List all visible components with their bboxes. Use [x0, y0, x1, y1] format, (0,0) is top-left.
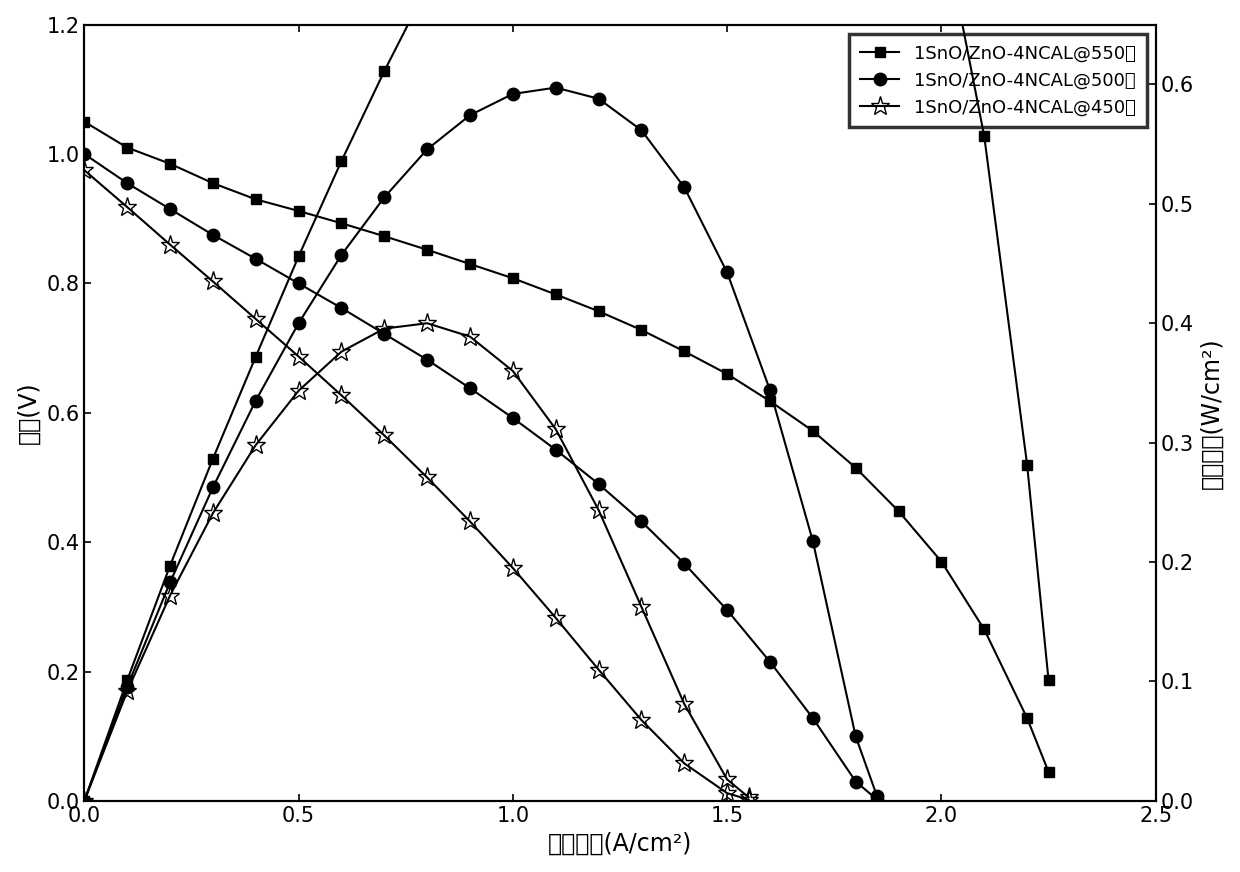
1SnO/ZnO-4NCAL@450度	[719, 788, 734, 799]
1SnO/ZnO-4NCAL@500度	[763, 657, 777, 667]
1SnO/ZnO-4NCAL@500度	[591, 479, 606, 489]
1SnO/ZnO-4NCAL@500度	[677, 558, 692, 569]
Y-axis label: 电压(V): 电压(V)	[16, 381, 41, 444]
1SnO/ZnO-4NCAL@450度	[506, 562, 521, 573]
1SnO/ZnO-4NCAL@550度	[248, 194, 263, 205]
1SnO/ZnO-4NCAL@550度	[634, 324, 649, 335]
1SnO/ZnO-4NCAL@550度	[763, 396, 777, 406]
1SnO/ZnO-4NCAL@550度	[377, 231, 392, 242]
1SnO/ZnO-4NCAL@450度	[677, 758, 692, 768]
1SnO/ZnO-4NCAL@550度	[1042, 766, 1056, 777]
1SnO/ZnO-4NCAL@500度	[463, 383, 477, 393]
1SnO/ZnO-4NCAL@450度	[334, 390, 348, 400]
1SnO/ZnO-4NCAL@550度	[120, 142, 135, 153]
1SnO/ZnO-4NCAL@550度	[719, 369, 734, 379]
1SnO/ZnO-4NCAL@450度	[162, 240, 177, 250]
1SnO/ZnO-4NCAL@450度	[248, 314, 263, 324]
1SnO/ZnO-4NCAL@550度	[77, 117, 92, 127]
1SnO/ZnO-4NCAL@500度	[719, 605, 734, 616]
1SnO/ZnO-4NCAL@550度	[463, 259, 477, 269]
1SnO/ZnO-4NCAL@550度	[419, 244, 434, 255]
1SnO/ZnO-4NCAL@450度	[291, 351, 306, 362]
1SnO/ZnO-4NCAL@450度	[77, 165, 92, 175]
1SnO/ZnO-4NCAL@550度	[977, 624, 992, 635]
1SnO/ZnO-4NCAL@450度	[120, 201, 135, 212]
1SnO/ZnO-4NCAL@500度	[506, 412, 521, 423]
1SnO/ZnO-4NCAL@450度	[206, 276, 221, 287]
Legend: 1SnO/ZnO-4NCAL@550度, 1SnO/ZnO-4NCAL@500度, 1SnO/ZnO-4NCAL@450度: 1SnO/ZnO-4NCAL@550度, 1SnO/ZnO-4NCAL@500度…	[849, 34, 1147, 127]
1SnO/ZnO-4NCAL@450度	[742, 794, 756, 805]
1SnO/ZnO-4NCAL@500度	[548, 445, 563, 455]
1SnO/ZnO-4NCAL@500度	[806, 713, 821, 724]
1SnO/ZnO-4NCAL@550度	[806, 426, 821, 436]
1SnO/ZnO-4NCAL@550度	[1019, 713, 1034, 724]
1SnO/ZnO-4NCAL@500度	[848, 776, 863, 787]
1SnO/ZnO-4NCAL@500度	[334, 303, 348, 313]
1SnO/ZnO-4NCAL@500度	[634, 516, 649, 527]
1SnO/ZnO-4NCAL@450度	[591, 664, 606, 675]
Line: 1SnO/ZnO-4NCAL@450度: 1SnO/ZnO-4NCAL@450度	[74, 160, 759, 809]
1SnO/ZnO-4NCAL@450度	[377, 430, 392, 440]
1SnO/ZnO-4NCAL@550度	[206, 178, 221, 188]
1SnO/ZnO-4NCAL@500度	[419, 355, 434, 365]
1SnO/ZnO-4NCAL@500度	[120, 178, 135, 188]
1SnO/ZnO-4NCAL@550度	[892, 506, 906, 516]
1SnO/ZnO-4NCAL@500度	[869, 794, 884, 805]
1SnO/ZnO-4NCAL@550度	[162, 159, 177, 169]
1SnO/ZnO-4NCAL@450度	[419, 473, 434, 483]
1SnO/ZnO-4NCAL@500度	[77, 149, 92, 160]
1SnO/ZnO-4NCAL@500度	[248, 254, 263, 264]
1SnO/ZnO-4NCAL@550度	[548, 290, 563, 300]
1SnO/ZnO-4NCAL@450度	[634, 715, 649, 726]
1SnO/ZnO-4NCAL@550度	[506, 273, 521, 283]
1SnO/ZnO-4NCAL@500度	[377, 329, 392, 339]
1SnO/ZnO-4NCAL@550度	[677, 346, 692, 357]
1SnO/ZnO-4NCAL@450度	[548, 613, 563, 623]
X-axis label: 电流密度(A/cm²): 电流密度(A/cm²)	[548, 831, 692, 855]
1SnO/ZnO-4NCAL@550度	[848, 462, 863, 473]
1SnO/ZnO-4NCAL@550度	[334, 218, 348, 228]
1SnO/ZnO-4NCAL@550度	[591, 306, 606, 317]
Line: 1SnO/ZnO-4NCAL@550度: 1SnO/ZnO-4NCAL@550度	[79, 117, 1054, 777]
1SnO/ZnO-4NCAL@500度	[162, 204, 177, 215]
1SnO/ZnO-4NCAL@500度	[291, 278, 306, 289]
Line: 1SnO/ZnO-4NCAL@500度: 1SnO/ZnO-4NCAL@500度	[78, 147, 883, 806]
1SnO/ZnO-4NCAL@450度	[463, 516, 477, 527]
1SnO/ZnO-4NCAL@550度	[934, 556, 949, 567]
Y-axis label: 功率密度(W/cm²): 功率密度(W/cm²)	[1199, 337, 1224, 488]
1SnO/ZnO-4NCAL@500度	[206, 229, 221, 240]
1SnO/ZnO-4NCAL@550度	[291, 206, 306, 216]
